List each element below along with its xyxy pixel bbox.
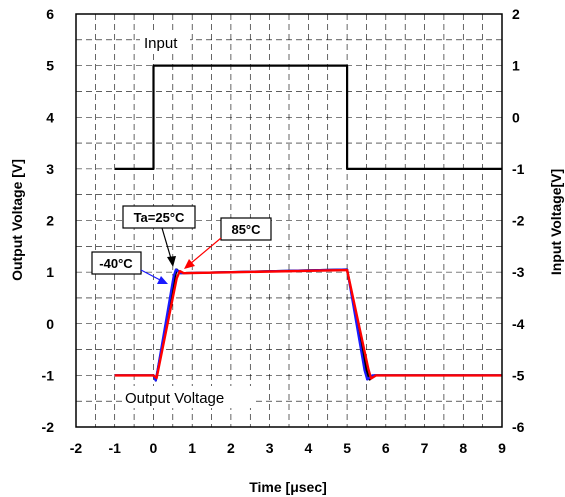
x-tick-label: 3 — [266, 440, 274, 456]
y-tick-label-right: 2 — [512, 6, 520, 22]
y-tick-label-left: 1 — [46, 264, 54, 280]
x-tick-label: -1 — [109, 440, 122, 456]
y-tick-label-left: 5 — [46, 58, 54, 74]
y-tick-label-left: 6 — [46, 6, 54, 22]
x-tick-label: 7 — [421, 440, 429, 456]
output-label: Output Voltage — [125, 390, 224, 407]
x-axis-label: Time [μsec] — [249, 479, 327, 495]
y-tick-label-right: -6 — [512, 419, 525, 435]
y-tick-label-left: 4 — [46, 109, 54, 125]
y-tick-label-left: -1 — [42, 367, 55, 383]
input-label: Input — [144, 35, 178, 52]
y-tick-label-left: 3 — [46, 161, 54, 177]
x-tick-label: 4 — [304, 440, 312, 456]
series-layer — [114, 64, 502, 382]
plot-frame — [75, 13, 503, 428]
h85-label: 85°C — [231, 222, 261, 237]
x-tick-label: 2 — [227, 440, 235, 456]
x-tick-label: -2 — [70, 440, 83, 456]
y-tick-label-right: -2 — [512, 213, 525, 229]
y-axis-label-right: Input Voltage[V] — [548, 169, 564, 275]
y-tick-label-right: -3 — [512, 264, 525, 280]
x-tick-label: 1 — [188, 440, 196, 456]
y-tick-label-right: 0 — [512, 109, 520, 125]
series-line-85c — [114, 268, 502, 380]
y-tick-label-right: -4 — [512, 316, 525, 332]
x-tick-label: 5 — [343, 440, 351, 456]
h85-callout: 85°C — [184, 217, 272, 269]
ta25-label: Ta=25°C — [134, 210, 185, 225]
m40-label: -40°C — [99, 256, 133, 271]
input-label-bg — [140, 31, 190, 53]
y-tick-label-left: 2 — [46, 213, 54, 229]
series-line-40c — [114, 268, 502, 382]
y-tick-label-left: -2 — [42, 419, 55, 435]
output-label-bg — [123, 386, 253, 408]
m40-callout: -40°C — [91, 251, 168, 284]
x-tick-label: 0 — [150, 440, 158, 456]
ta25-callout: Ta=25°C — [122, 205, 196, 267]
x-tick-label: 8 — [459, 440, 467, 456]
series-line-input — [114, 64, 502, 170]
y-tick-label-right: -1 — [512, 161, 525, 177]
y-tick-label-right: 1 — [512, 58, 520, 74]
y-tick-label-left: 0 — [46, 316, 54, 332]
x-tick-label: 9 — [498, 440, 506, 456]
tick-labels: -2 -1 0 1 2 3 4 5 6 7 8 9 -2 -1 0 1 2 3 4 5 6 -6 -5 -4 -3 -2 -1 0 1 2 — [42, 6, 525, 456]
x-tick-label: 6 — [382, 440, 390, 456]
y-axis-label-left: Output Voltage [V] — [9, 159, 25, 281]
y-tick-label-right: -5 — [512, 367, 525, 383]
